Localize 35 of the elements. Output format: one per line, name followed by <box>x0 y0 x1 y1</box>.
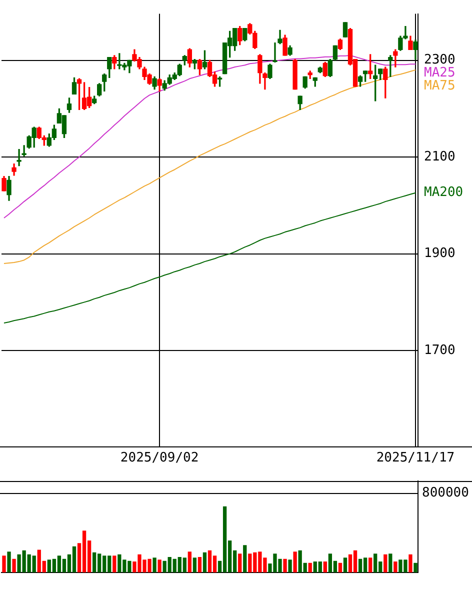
bar <box>343 558 348 572</box>
bar <box>198 556 202 572</box>
bar <box>158 560 162 572</box>
bar <box>368 558 372 572</box>
x-tick-label: 2025/11/17 <box>376 450 455 466</box>
series-label: MA200 <box>424 185 464 200</box>
bar <box>238 554 242 572</box>
bar <box>288 560 292 572</box>
y-tick-label: 2100 <box>424 149 456 164</box>
bar <box>388 554 392 572</box>
bar <box>7 552 11 572</box>
bar <box>408 554 412 572</box>
series-label: MA25 <box>424 66 456 81</box>
bar <box>338 562 342 572</box>
y-tick-label: 2300 <box>424 52 456 68</box>
text: 800000 <box>422 485 469 500</box>
bar <box>202 552 207 572</box>
bar <box>283 558 287 572</box>
bar <box>243 545 247 572</box>
bar <box>384 554 388 572</box>
bar <box>192 558 197 572</box>
bar <box>293 552 297 572</box>
series-label: MA75 <box>424 78 456 94</box>
y-tick-label: 1700 <box>424 342 456 358</box>
bar <box>308 562 312 572</box>
bar <box>188 552 192 572</box>
bar <box>112 556 116 572</box>
bar <box>2 556 6 572</box>
bar <box>152 558 156 572</box>
bar <box>414 562 418 572</box>
bar <box>12 558 16 572</box>
y-tick-label: 1900 <box>424 246 456 262</box>
bar <box>323 562 327 572</box>
x-tick-label: 2025/09/02 <box>120 450 199 466</box>
bar <box>394 562 398 572</box>
